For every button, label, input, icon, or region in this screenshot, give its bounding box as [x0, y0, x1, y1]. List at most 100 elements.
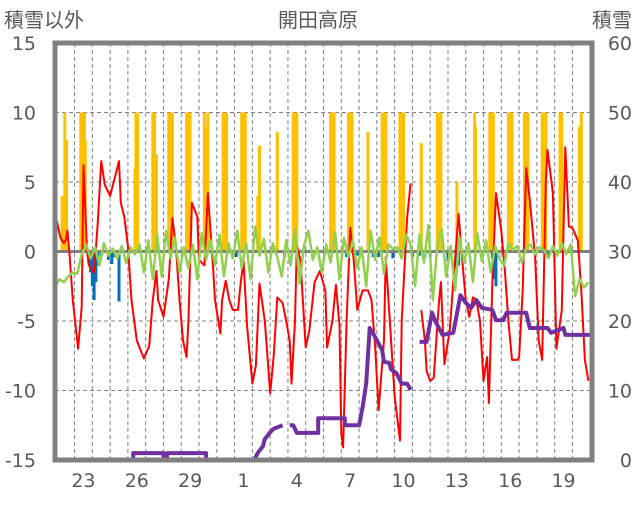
- x-tick-label: 10: [391, 470, 415, 492]
- right-axis-label: 積雪: [592, 8, 632, 32]
- orange-bar: [329, 112, 333, 252]
- x-tick-label: 16: [498, 470, 522, 492]
- orange-bar: [455, 182, 459, 252]
- blue-bar: [492, 251, 496, 280]
- orange-bar: [240, 112, 244, 252]
- orange-bar: [435, 112, 439, 252]
- orange-bar: [350, 112, 354, 252]
- orange-bar: [510, 112, 514, 252]
- orange-bar: [384, 112, 388, 252]
- left-tick-label: -10: [5, 381, 36, 403]
- plot-marks: [53, 112, 592, 462]
- left-tick-label: -5: [17, 311, 36, 333]
- right-tick-label: 30: [608, 242, 632, 264]
- blue-bar: [391, 251, 395, 259]
- right-tick-label: 60: [608, 33, 632, 55]
- orange-bar: [332, 112, 336, 252]
- x-tick-label: 13: [445, 470, 469, 492]
- right-tick-label: 40: [608, 172, 632, 194]
- orange-bar: [380, 112, 384, 252]
- orange-bar: [474, 126, 478, 252]
- orange-bar: [579, 112, 583, 252]
- orange-bar: [169, 112, 173, 252]
- orange-bar: [275, 131, 279, 252]
- blue-bar: [110, 251, 114, 265]
- green-series-line: [53, 223, 590, 302]
- orange-bar: [153, 112, 157, 252]
- orange-bar: [398, 112, 402, 252]
- orange-bar: [225, 112, 229, 252]
- x-tick-label: 29: [178, 470, 202, 492]
- left-axis-label: 積雪以外: [4, 8, 84, 32]
- orange-bar: [206, 112, 210, 252]
- orange-bar: [221, 112, 225, 252]
- x-tick-label: 4: [291, 470, 303, 492]
- left-tick-label: 0: [24, 242, 36, 264]
- orange-bar: [204, 126, 208, 252]
- chart-title: 開田高原: [278, 8, 358, 32]
- blue-bar: [494, 251, 498, 287]
- orange-bar: [400, 112, 404, 252]
- orange-bar: [295, 112, 299, 252]
- orange-bar: [540, 112, 544, 252]
- orange-bar: [348, 112, 352, 252]
- orange-bar: [488, 112, 492, 252]
- orange-bar: [382, 112, 386, 252]
- right-tick-label: 10: [608, 381, 632, 403]
- orange-bar: [241, 112, 245, 252]
- orange-bar: [542, 112, 546, 252]
- orange-bar: [490, 112, 494, 252]
- orange-bar: [170, 112, 174, 252]
- blue-bar: [234, 251, 238, 258]
- orange-bar: [223, 112, 227, 252]
- orange-bar: [151, 112, 155, 252]
- orange-bar: [508, 112, 512, 252]
- orange-bar: [506, 112, 510, 252]
- right-tick-label: 50: [608, 103, 632, 125]
- orange-bar: [63, 112, 67, 252]
- orange-bar: [491, 112, 495, 252]
- orange-bar: [256, 195, 260, 252]
- x-tick-label: 26: [125, 470, 149, 492]
- orange-bar: [437, 112, 441, 252]
- orange-bar: [65, 140, 69, 252]
- blue-bar: [89, 251, 93, 273]
- blue-bar: [546, 251, 550, 256]
- orange-bar: [202, 112, 206, 252]
- blue-bar: [117, 251, 121, 302]
- left-tick-label: 5: [24, 172, 36, 194]
- orange-bar: [243, 112, 247, 252]
- orange-bar: [136, 112, 140, 252]
- blue-bar: [112, 251, 116, 258]
- orange-bar: [291, 112, 295, 252]
- orange-bar: [186, 112, 190, 252]
- blue-bar: [377, 251, 381, 258]
- orange-bar: [79, 112, 83, 252]
- orange-bar: [134, 112, 138, 252]
- orange-bar: [560, 112, 564, 252]
- left-tick-label: 10: [12, 103, 36, 125]
- orange-bar: [522, 112, 526, 252]
- orange-bar: [402, 112, 406, 252]
- blue-bar: [355, 251, 359, 256]
- orange-bar: [188, 112, 192, 252]
- left-tick-label: 15: [12, 33, 36, 55]
- orange-bar: [293, 112, 297, 252]
- plot-frame: [52, 40, 595, 463]
- x-tick-label: 1: [237, 470, 249, 492]
- x-tick-label: 19: [551, 470, 575, 492]
- orange-bar: [366, 131, 370, 252]
- x-tick-label: 23: [71, 470, 95, 492]
- orange-bar: [257, 145, 261, 252]
- orange-bar: [154, 154, 158, 252]
- left-tick-label: -15: [5, 450, 36, 472]
- orange-bar: [419, 143, 423, 252]
- orange-bar: [330, 112, 334, 252]
- x-tick-label: 7: [344, 470, 356, 492]
- blue-bar: [94, 251, 98, 283]
- right-tick-label: 0: [620, 450, 632, 472]
- purple-series-line: [55, 293, 591, 462]
- orange-bar: [60, 195, 64, 252]
